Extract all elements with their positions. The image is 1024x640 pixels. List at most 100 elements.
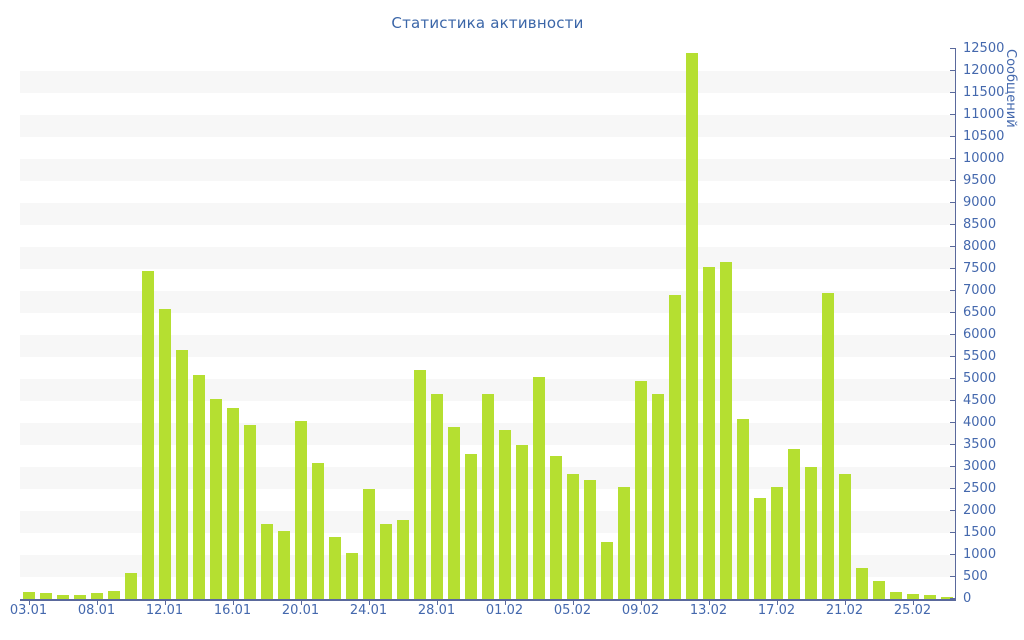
grid-band (20, 247, 955, 269)
y-tick-mark (950, 488, 956, 489)
bar[interactable] (566, 474, 579, 599)
y-tick-mark (950, 466, 956, 467)
bar[interactable] (906, 594, 919, 599)
x-tick-label: 13.02 (689, 603, 728, 618)
x-tick-label: 09.02 (621, 603, 660, 618)
bar[interactable] (940, 597, 953, 599)
bar[interactable] (90, 593, 103, 599)
bar[interactable] (651, 394, 664, 599)
bar[interactable] (430, 394, 443, 599)
y-tick-mark (950, 400, 956, 401)
y-tick-label: 10000 (963, 151, 1005, 166)
bar[interactable] (22, 592, 35, 599)
y-tick-mark (950, 92, 956, 93)
x-tick-mark (96, 601, 98, 605)
y-tick-label: 9000 (963, 195, 997, 210)
y-tick-mark (950, 598, 956, 599)
y-tick-label: 12000 (963, 63, 1005, 78)
x-tick-mark (232, 601, 234, 605)
bar[interactable] (872, 581, 885, 599)
y-tick-mark (950, 114, 956, 115)
y-tick-label: 2000 (963, 503, 997, 518)
bar[interactable] (889, 592, 902, 599)
x-tick-label: 03.01 (9, 603, 48, 618)
bar[interactable] (141, 271, 154, 599)
bar[interactable] (73, 595, 86, 599)
bar[interactable] (107, 591, 120, 599)
y-tick-mark (950, 268, 956, 269)
x-tick-mark (300, 601, 302, 605)
bar[interactable] (379, 524, 392, 599)
bar[interactable] (923, 595, 936, 599)
y-tick-label: 8500 (963, 217, 997, 232)
chart-title: Статистика активности (391, 14, 584, 32)
bar[interactable] (702, 267, 715, 599)
bar[interactable] (447, 427, 460, 599)
bar[interactable] (838, 474, 851, 599)
y-tick-mark (950, 554, 956, 555)
bar[interactable] (481, 394, 494, 599)
bar[interactable] (464, 454, 477, 599)
x-tick-label: 01.02 (485, 603, 524, 618)
bar[interactable] (532, 377, 545, 599)
y-tick-label: 4500 (963, 393, 997, 408)
x-tick-mark (776, 601, 778, 605)
bar[interactable] (243, 425, 256, 599)
bar[interactable] (39, 593, 52, 599)
bar[interactable] (515, 445, 528, 599)
y-tick-label: 11000 (963, 107, 1005, 122)
y-tick-mark (950, 290, 956, 291)
bar[interactable] (770, 487, 783, 599)
y-tick-label: 500 (963, 569, 988, 584)
bar[interactable] (362, 489, 375, 599)
bar[interactable] (226, 408, 239, 599)
x-tick-mark (912, 601, 914, 605)
bar[interactable] (804, 467, 817, 599)
y-tick-label: 3500 (963, 437, 997, 452)
y-tick-label: 0 (963, 591, 972, 606)
y-tick-label: 1000 (963, 547, 997, 562)
x-tick-label: 05.02 (553, 603, 592, 618)
y-tick-label: 12500 (963, 41, 1005, 56)
bar[interactable] (600, 542, 613, 599)
bar[interactable] (855, 568, 868, 599)
bar[interactable] (175, 350, 188, 599)
y-tick-mark (950, 312, 956, 313)
bar[interactable] (260, 524, 273, 599)
bar[interactable] (328, 537, 341, 599)
bar[interactable] (753, 498, 766, 599)
y-tick-mark (950, 422, 956, 423)
bar[interactable] (311, 463, 324, 599)
y-tick-mark (950, 510, 956, 511)
y-tick-label: 5500 (963, 349, 997, 364)
bar[interactable] (634, 381, 647, 599)
x-tick-mark (640, 601, 642, 605)
y-tick-label: 2500 (963, 481, 997, 496)
bar[interactable] (549, 456, 562, 599)
bar[interactable] (209, 399, 222, 599)
bar[interactable] (158, 309, 171, 599)
bar[interactable] (821, 293, 834, 599)
bar[interactable] (736, 419, 749, 599)
bar[interactable] (345, 553, 358, 599)
bar[interactable] (685, 53, 698, 599)
bar[interactable] (668, 295, 681, 599)
bar[interactable] (294, 421, 307, 599)
bar[interactable] (413, 370, 426, 599)
x-tick-mark (844, 601, 846, 605)
bar[interactable] (719, 262, 732, 599)
y-tick-mark (950, 158, 956, 159)
bar[interactable] (56, 595, 69, 599)
bar[interactable] (277, 531, 290, 599)
bar[interactable] (192, 375, 205, 599)
y-tick-label: 9500 (963, 173, 997, 188)
bar[interactable] (617, 487, 630, 599)
bar[interactable] (787, 449, 800, 599)
y-tick-mark (950, 532, 956, 533)
bar[interactable] (124, 573, 137, 599)
bar[interactable] (396, 520, 409, 599)
bar[interactable] (583, 480, 596, 599)
y-tick-mark (950, 356, 956, 357)
bar[interactable] (498, 430, 511, 599)
